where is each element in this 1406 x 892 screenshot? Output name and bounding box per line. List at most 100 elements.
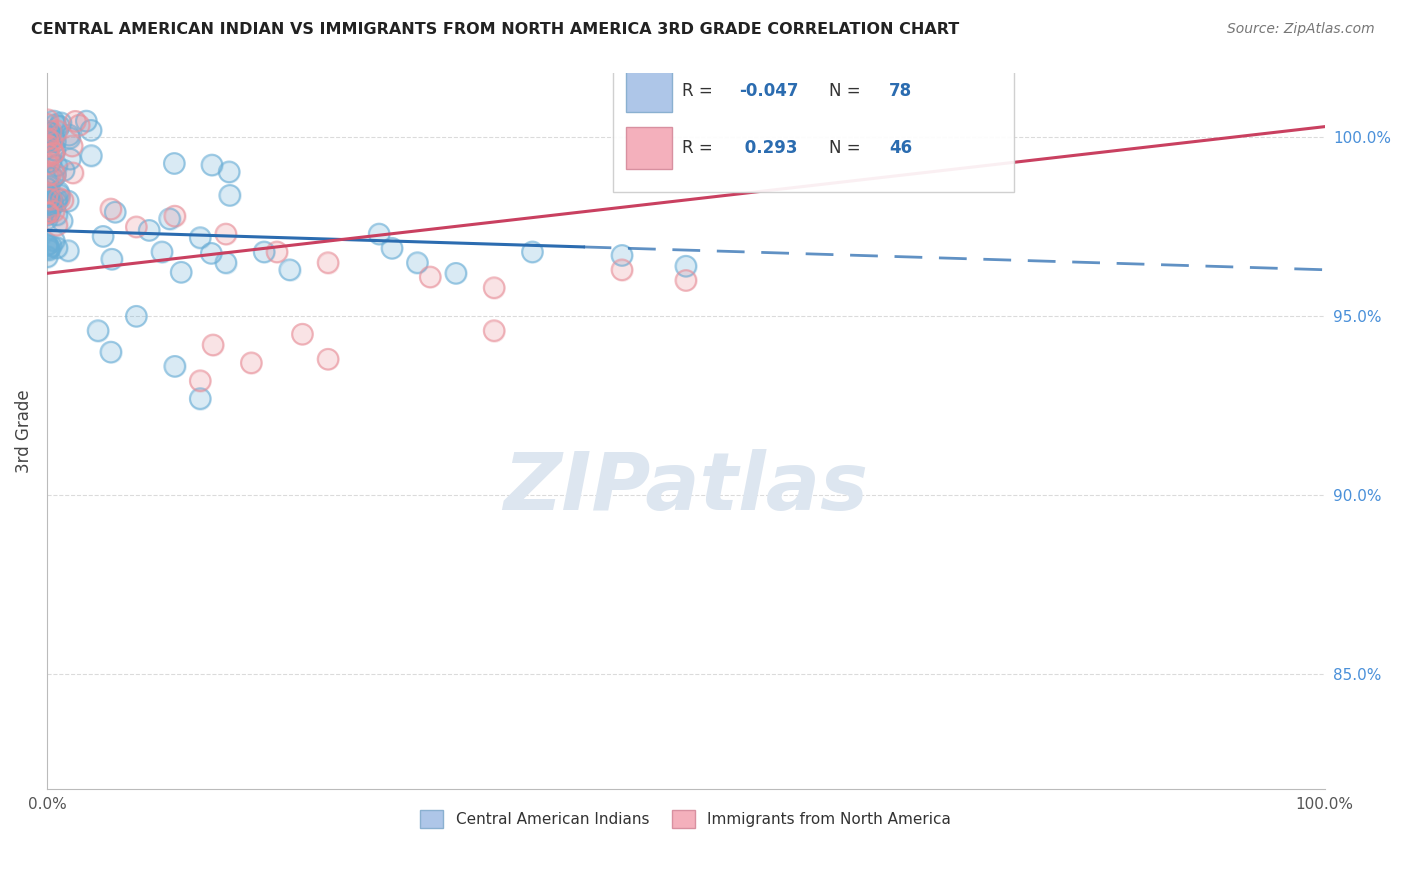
Point (39, 168, 62, 182)
Point (37, 250, 59, 264)
Point (163, 359, 186, 374)
Point (37, 206, 59, 220)
Point (35, 208, 58, 222)
Point (316, 352, 339, 367)
Point (37, 132, 59, 146)
Point (419, 269, 441, 284)
Point (58, 244, 80, 258)
Point (35, 195, 58, 210)
Point (38, 148, 60, 162)
Point (80, 123, 103, 137)
Point (37, 117, 59, 131)
Point (60, 139, 83, 153)
Point (58, 244, 80, 258)
Point (37, 117, 59, 131)
Point (170, 265, 193, 279)
Point (444, 266, 467, 280)
Point (200, 246, 222, 260)
Point (39, 168, 62, 182)
Point (45, 241, 67, 255)
Point (188, 392, 211, 406)
Point (42, 171, 65, 186)
Point (48, 191, 70, 205)
Point (100, 252, 122, 267)
Text: CENTRAL AMERICAN INDIAN VS IMMIGRANTS FROM NORTH AMERICA 3RD GRADE CORRELATION C: CENTRAL AMERICAN INDIAN VS IMMIGRANTS FR… (31, 22, 959, 37)
Point (37, 169, 59, 183)
Point (188, 392, 211, 406)
Point (37, 206, 59, 220)
Point (41, 135, 63, 149)
Point (51, 214, 73, 228)
Point (45, 159, 67, 173)
Point (42, 114, 65, 128)
Point (37, 211, 59, 226)
Point (80, 123, 103, 137)
Point (44, 143, 66, 157)
Point (38, 179, 60, 194)
Point (125, 310, 148, 324)
Point (316, 352, 339, 367)
Point (38, 243, 60, 257)
Point (45, 218, 67, 232)
Point (316, 255, 339, 269)
Point (44, 204, 66, 219)
Point (39, 193, 62, 207)
Point (65, 114, 87, 128)
Point (35, 124, 58, 138)
Point (610, 248, 633, 262)
Point (91, 229, 114, 244)
Point (48, 187, 70, 202)
Point (42, 146, 65, 161)
Point (37, 237, 59, 252)
Point (39, 239, 62, 253)
Point (45, 208, 67, 222)
Point (37, 205, 59, 219)
Text: 78: 78 (889, 82, 912, 100)
Point (35, 201, 58, 215)
Point (45, 195, 67, 210)
Point (104, 205, 127, 219)
Point (406, 255, 429, 269)
Point (44, 168, 66, 182)
Point (42, 146, 65, 161)
Point (35, 195, 58, 210)
Point (368, 227, 391, 241)
Point (52, 194, 75, 208)
Point (100, 252, 122, 267)
Point (125, 219, 148, 234)
Point (41, 196, 63, 211)
Point (37, 146, 59, 161)
Point (37, 112, 59, 127)
Point (381, 241, 404, 255)
Point (37, 112, 59, 127)
Point (610, 262, 633, 277)
Point (159, 211, 181, 226)
Point (218, 188, 240, 202)
Point (38, 241, 60, 255)
Point (35, 238, 58, 252)
Point (42, 146, 65, 161)
Point (291, 327, 314, 342)
Point (266, 244, 288, 259)
Point (44, 234, 66, 248)
Point (38, 204, 60, 219)
Point (37, 169, 59, 183)
Point (170, 265, 193, 279)
Point (37, 206, 59, 220)
Point (75, 114, 97, 128)
Legend: Central American Indians, Immigrants from North America: Central American Indians, Immigrants fro… (415, 804, 957, 835)
Point (87, 324, 110, 338)
Point (41, 194, 63, 209)
Point (35, 181, 58, 195)
Y-axis label: 3rd Grade: 3rd Grade (15, 389, 32, 473)
Point (37, 250, 59, 264)
Point (253, 244, 276, 259)
Point (44, 204, 66, 219)
Point (59, 152, 82, 166)
Point (37, 132, 59, 146)
Point (253, 244, 276, 259)
Point (278, 262, 301, 277)
Point (215, 227, 238, 241)
Point (41, 135, 63, 149)
Point (201, 158, 224, 172)
